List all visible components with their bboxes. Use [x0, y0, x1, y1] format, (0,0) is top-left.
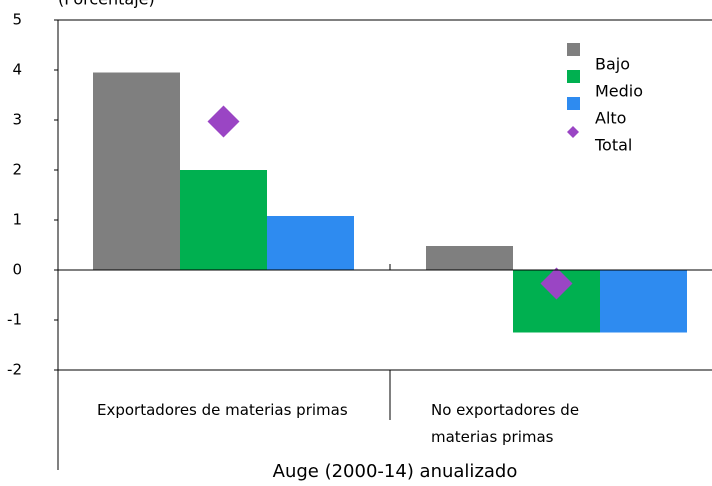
y-tick-label: 1: [12, 211, 22, 229]
y-tick-label: -1: [7, 311, 22, 329]
legend-swatch: [567, 97, 580, 110]
x-tick-label: No exportadores de materias primas: [431, 401, 580, 446]
legend-label: Bajo: [595, 55, 630, 74]
bar: [180, 170, 267, 270]
x-tick-label: Exportadores de materias primas: [97, 401, 348, 419]
y-tick-label: 0: [12, 261, 22, 279]
legend-swatch: [567, 126, 579, 138]
legend-swatch: [567, 70, 580, 83]
bar: [93, 72, 180, 270]
bar: [267, 216, 354, 270]
legend-swatch: [567, 43, 580, 56]
x-axis-title: Auge (2000-14) anualizado: [273, 461, 518, 482]
chart-subtitle: (Porcentaje): [58, 0, 155, 9]
y-tick-label: 5: [12, 11, 22, 29]
total-marker: [540, 267, 573, 300]
y-tick-label: -2: [7, 361, 22, 379]
bar: [600, 270, 687, 333]
legend-label: Alto: [595, 109, 626, 128]
bar: [426, 246, 513, 270]
legend-label: Total: [594, 136, 632, 155]
legend-label: Medio: [595, 82, 643, 101]
total-marker: [207, 105, 240, 138]
y-tick-label: 3: [12, 111, 22, 129]
y-tick-label: 4: [12, 61, 22, 79]
y-tick-label: 2: [12, 161, 22, 179]
